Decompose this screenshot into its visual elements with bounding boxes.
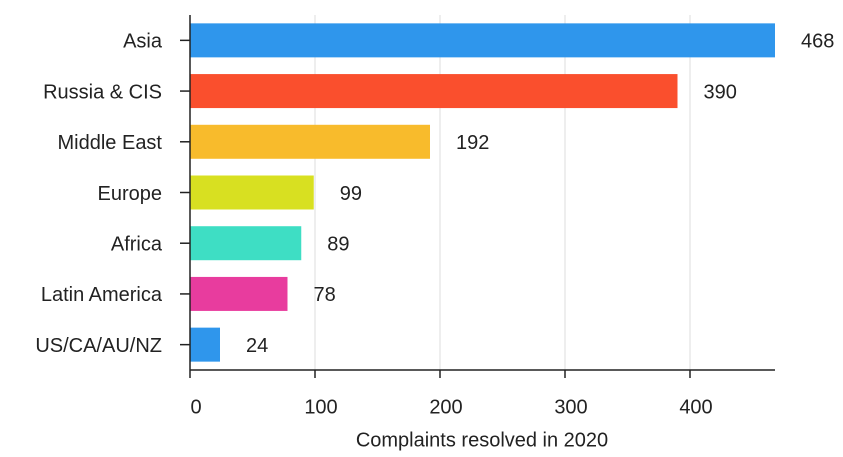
x-tick-label: 400 <box>679 396 712 418</box>
x-axis-title: Complaints resolved in 2020 <box>356 429 608 451</box>
y-tick-label: Russia & CIS <box>43 81 162 103</box>
bar <box>190 327 220 362</box>
value-label: 24 <box>246 335 268 357</box>
bar <box>190 23 775 58</box>
x-tick-label: 200 <box>429 396 462 418</box>
value-label: 78 <box>314 284 336 306</box>
value-label: 89 <box>327 233 349 255</box>
bar <box>190 124 430 159</box>
y-tick-label: Middle East <box>58 132 163 154</box>
value-label: 390 <box>704 81 737 103</box>
x-tick-label: 300 <box>554 396 587 418</box>
y-tick-label: US/CA/AU/NZ <box>35 335 162 357</box>
x-tick-label: 100 <box>304 396 337 418</box>
bar <box>190 74 678 109</box>
x-tick-label: 0 <box>190 396 201 418</box>
y-tick-label: Latin America <box>41 284 163 306</box>
y-tick-label: Europe <box>98 183 163 205</box>
value-label: 192 <box>456 132 489 154</box>
value-label: 99 <box>340 183 362 205</box>
bar <box>190 226 302 261</box>
bar <box>190 175 314 210</box>
y-tick-label: Africa <box>111 233 163 255</box>
value-label: 468 <box>801 31 834 53</box>
y-tick-label: Asia <box>123 31 163 53</box>
bar <box>190 276 288 311</box>
